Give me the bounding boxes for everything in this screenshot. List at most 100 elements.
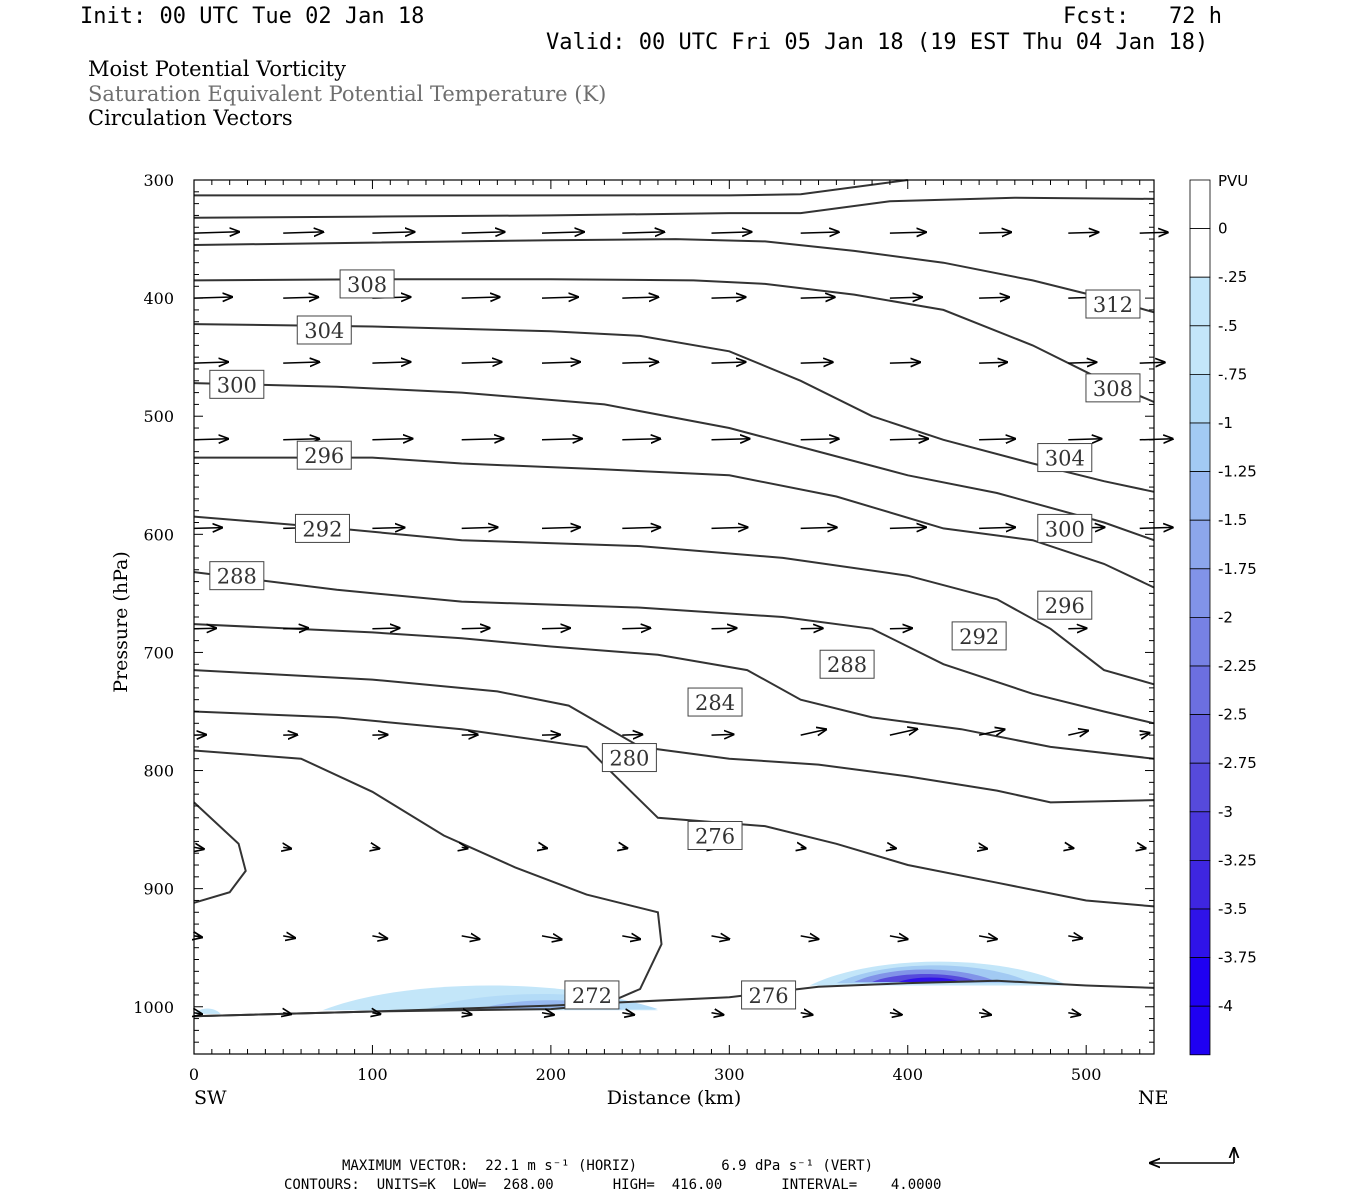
init-time: Init: 00 UTC Tue 02 Jan 18 (80, 4, 425, 29)
title-vectors: Circulation Vectors (88, 106, 293, 130)
colorbar-swatch (1189, 762, 1211, 813)
valid-time: Valid: 00 UTC Fri 05 Jan 18 (19 EST Thu … (546, 30, 1209, 55)
contour-label: 276 (741, 980, 797, 1010)
contour-label-text: 300 (217, 373, 257, 397)
title-theta-es: Saturation Equivalent Potential Temperat… (88, 82, 607, 106)
circulation-vector (541, 735, 560, 736)
colorbar-swatch (1189, 568, 1211, 618)
y-tick-label: 600 (143, 525, 174, 544)
circulation-vector (283, 1013, 291, 1014)
contour-label: 288 (819, 649, 875, 679)
pv-shade-region (898, 977, 962, 982)
circulation-vector (622, 628, 650, 629)
circulation-vector (889, 439, 928, 440)
contour-label: 304 (296, 315, 352, 345)
colorbar-swatch (1189, 276, 1211, 327)
colorbar-swatch (1189, 665, 1211, 715)
circulation-vector (372, 936, 387, 939)
colorbar-swatch (1189, 714, 1211, 764)
colorbar-label: -3.75 (1218, 949, 1257, 967)
circulation-vector (372, 847, 379, 848)
circulation-vectors (194, 232, 1173, 1015)
contour-label-text: 292 (302, 517, 342, 541)
circulation-vector (193, 439, 228, 440)
contour-312 (193, 238, 1155, 314)
contour-288 (193, 571, 1155, 725)
ne-label: NE (1138, 1087, 1169, 1109)
contour-label: 292 (951, 621, 1007, 651)
circulation-vector (622, 936, 640, 939)
circulation-vector (979, 847, 987, 848)
contour-label-text: 288 (217, 565, 257, 589)
circulation-vector (541, 1013, 554, 1015)
circulation-vector (711, 439, 750, 440)
contour-label-text: 284 (695, 691, 735, 715)
forecast-hour: Fcst: 72 h (1063, 4, 1222, 29)
circulation-vector (194, 1013, 202, 1014)
contour-label-text: 304 (1045, 447, 1085, 471)
circulation-vector (283, 439, 319, 440)
circulation-vector (622, 297, 658, 298)
colorbar-label: -3 (1218, 803, 1233, 821)
contour-label: 300 (1037, 513, 1093, 543)
circulation-vector (193, 362, 228, 363)
colorbar-title: PVU (1218, 172, 1248, 190)
contour-label: 280 (601, 743, 657, 773)
circulation-vector (461, 735, 478, 736)
contour-270 (193, 801, 247, 904)
circulation-vector (711, 628, 737, 629)
circulation-vector (711, 232, 752, 233)
colorbar-swatch (1189, 860, 1211, 910)
contour-label-box (819, 649, 875, 679)
colorbar-swatch (1189, 422, 1211, 472)
circulation-vector (372, 232, 414, 233)
colorbar-label: -1.25 (1218, 463, 1257, 481)
colorbar-label: -.75 (1218, 365, 1247, 383)
contour-label-box (1037, 443, 1093, 473)
circulation-vector (1068, 731, 1088, 735)
circulation-vector (978, 1013, 991, 1015)
circulation-vector (193, 528, 222, 529)
colorbar-label: -1 (1218, 414, 1233, 432)
colorbar-label: -2.5 (1218, 706, 1247, 724)
circulation-vector (800, 1013, 813, 1015)
contour-label: 312 (1085, 289, 1141, 319)
contour-label: 276 (687, 821, 743, 850)
y-axis-label: Pressure (hPa) (110, 551, 132, 693)
circulation-vector (462, 1013, 472, 1015)
circulation-vector (979, 527, 1015, 528)
contour-label: 296 (296, 440, 352, 470)
contour-296 (194, 456, 1155, 589)
circulation-vector (542, 847, 547, 848)
circulation-vector (711, 1013, 724, 1015)
contour-label-text: 296 (1045, 594, 1085, 618)
circulation-vector (372, 362, 410, 363)
circulation-vector (978, 936, 997, 939)
circulation-vector (622, 362, 658, 363)
circulation-vector (622, 232, 664, 233)
contour-label-text: 272 (572, 984, 612, 1008)
circulation-vector (711, 734, 734, 735)
circulation-vector (1140, 847, 1146, 848)
colorbar-swatch (1189, 617, 1211, 667)
circulation-vector (283, 362, 319, 363)
title-pv: Moist Potential Vorticity (88, 57, 346, 81)
contour-268 (193, 979, 1155, 1018)
y-tick-label: 1000 (133, 998, 174, 1017)
circulation-vector (889, 1013, 902, 1015)
contour-label: 292 (294, 513, 350, 543)
contour-label-text: 304 (304, 319, 344, 343)
colorbar-swatch (1189, 179, 1211, 229)
contour-label-box (294, 513, 350, 543)
x-tick-label: 300 (714, 1065, 745, 1084)
circulation-vector (461, 232, 505, 233)
contour-label-box (687, 687, 743, 717)
contour-labels: 308 312 304 300 308 296 304 292 300 288 296 292 288 2… (209, 269, 1141, 1010)
circulation-vector (801, 847, 806, 848)
circulation-vector (889, 628, 912, 629)
circulation-vector (372, 628, 399, 629)
circulation-vector (1068, 628, 1086, 629)
y-tick-label: 300 (143, 171, 174, 190)
contour-label-box (339, 269, 395, 299)
